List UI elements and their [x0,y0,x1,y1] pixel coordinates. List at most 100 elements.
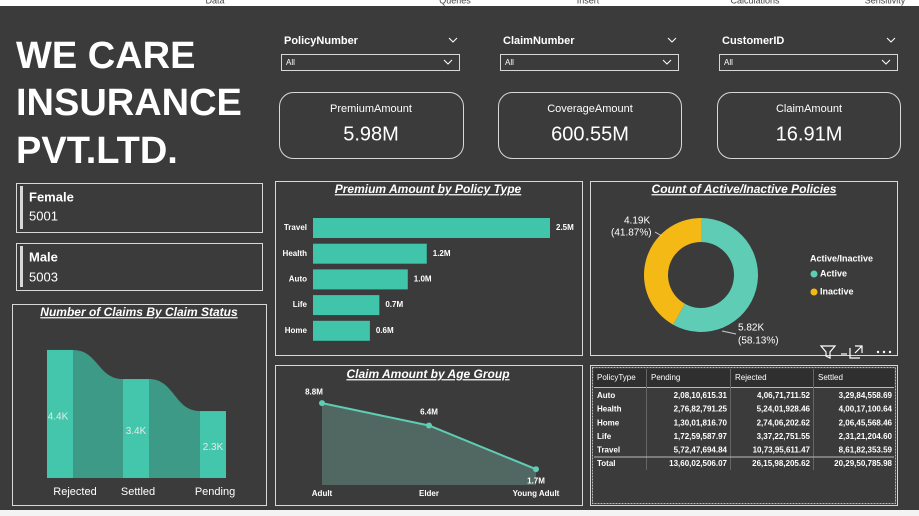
more-icon[interactable] [882,350,886,354]
gender-value: 5003 [29,269,58,284]
data-label: 1.7M [527,476,545,485]
table-cell: 2,31,21,204.60 [839,432,893,441]
chevron [443,59,453,65]
ribbon-tab: Sensitivity [865,0,906,5]
app-title: WE CARE [16,35,195,77]
data-label: 4.19K [624,216,650,227]
ribbon-strip [0,0,919,6]
table-cell: 4,00,17,100.64 [839,405,893,414]
y-tick-label: Travel [284,223,307,232]
dropdown[interactable] [281,54,460,71]
card-value: 5.98M [343,123,399,145]
data-label: 2.5M [556,223,574,232]
bar [313,295,380,316]
y-tick-label: Home [285,326,308,335]
gender-value: 5001 [29,208,58,223]
gender-label: Male [29,249,58,264]
app-title: PVT.LTD. [16,130,178,172]
column-header: Pending [651,373,680,382]
legend-label: Inactive [820,286,854,296]
bar [313,243,427,264]
table-cell: 5,72,47,694.84 [674,446,728,455]
ribbon-tab: Data [205,0,224,5]
focus-icon[interactable] [849,345,863,359]
x-tick-label: Young Adult [513,489,560,498]
bar [313,320,370,341]
leader-line [654,231,663,237]
table-cell: 2,74,06,202.62 [757,418,811,427]
legend-swatch [810,288,818,296]
legend-label: Active [820,268,847,278]
x-tick-label: Rejected [53,486,96,498]
data-label: 8.8M [305,387,323,396]
card-frame [279,92,464,159]
ribbon [73,349,123,478]
leader-line [721,330,737,335]
filter-icon[interactable] [819,345,837,359]
card-frame [717,92,901,159]
column [200,411,226,478]
table-cell: 3,37,22,751.55 [757,432,811,441]
chart-title: Number of Claims By Claim Status [40,305,238,319]
column-header: Settled [818,373,843,382]
card-frame [498,92,682,159]
data-label: 4.4K [48,412,69,423]
data-label: 2.3K [203,442,224,453]
dropdown[interactable] [719,54,898,71]
table-cell: 8,61,82,353.59 [839,446,893,455]
column-header: Rejected [735,373,767,382]
y-tick-label: Health [283,249,308,258]
card-accent [20,246,23,287]
panel [590,365,898,506]
slicer-label: ClaimNumber [503,35,575,47]
panel [275,365,583,506]
legend-title: Active/Inactive [810,253,873,263]
data-label: (41.87%) [611,228,652,239]
ribbon-tab: Insert [577,0,600,5]
table-cell: 2,08,10,615.31 [674,391,728,400]
table-cell: 13,60,02,506.07 [669,459,727,468]
ribbon [149,379,200,478]
card-label: PremiumAmount [330,103,412,115]
y-tick-label: Life [293,300,308,309]
dropdown-value: All [724,58,733,67]
panel [12,304,267,506]
table-cell: 1,30,01,816.70 [674,418,728,427]
legend-swatch [810,270,818,278]
x-tick-label: Settled [121,486,155,498]
gender-label: Female [29,189,74,204]
table-cell: Health [597,405,622,414]
chart-title: Claim Amount by Age Group [346,367,509,381]
table-cell: 2,76,82,791.25 [674,405,728,414]
table-cell: Auto [597,391,615,400]
dropdown[interactable] [500,54,679,71]
selection-frame [592,367,896,504]
data-label: (58.13%) [738,336,779,347]
table-cell: Total [597,459,616,468]
data-label: 0.6M [376,326,394,335]
more-icon[interactable] [876,350,880,354]
column [123,379,149,478]
chevron [881,59,891,65]
data-label: 0.7M [385,300,403,309]
table-cell: 2,06,45,568.46 [839,418,893,427]
data-label: 6.4M [420,408,438,417]
chart-title: Count of Active/Inactive Policies [652,182,837,196]
panel [275,181,583,356]
card-value: 600.55M [551,123,629,145]
more-icon[interactable] [888,350,892,354]
area [322,403,536,485]
chevron [667,37,677,43]
column [47,349,73,478]
data-label: 3.4K [126,426,147,437]
status-strip [0,510,919,516]
table-cell: 1,72,59,587.97 [674,432,728,441]
y-tick-label: Auto [289,275,307,284]
card-frame [16,243,263,291]
bar [313,218,550,238]
column-header: PolicyType [597,373,636,382]
chevron [886,37,896,43]
card-label: ClaimAmount [776,103,842,115]
point [426,422,432,429]
